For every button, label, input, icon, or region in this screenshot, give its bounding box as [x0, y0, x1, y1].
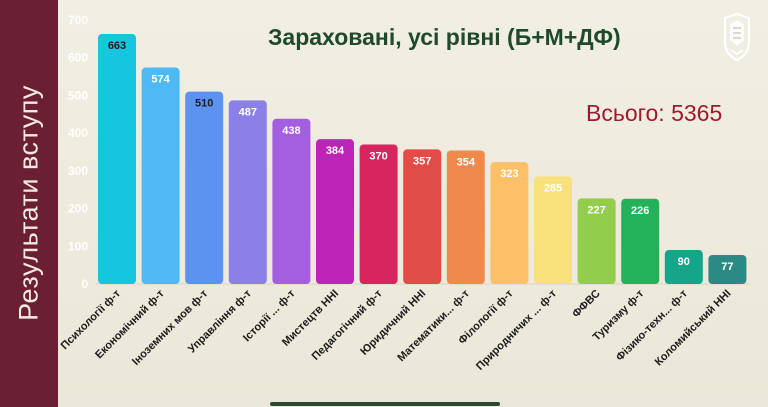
bar-value-label: 438	[282, 125, 300, 137]
bar-value-label: 285	[544, 183, 562, 195]
bar-value-label: 354	[457, 156, 476, 168]
y-tick-label: 300	[68, 164, 88, 178]
x-tick-label: Природничих ... ф-т	[474, 287, 559, 372]
x-tick-label: Іноземних мов ф-т	[130, 287, 211, 368]
bar	[577, 198, 616, 284]
y-tick-label: 400	[68, 126, 88, 140]
bar-value-label: 574	[151, 74, 170, 86]
sidebar-banner: Результати вступу	[0, 0, 58, 407]
bar-value-label: 227	[587, 204, 605, 216]
y-tick-label: 0	[81, 277, 88, 291]
bar	[534, 176, 572, 284]
bar	[98, 33, 136, 284]
y-tick-label: 500	[68, 88, 88, 102]
bar-value-label: 90	[678, 256, 690, 268]
y-tick-label: 100	[68, 239, 88, 253]
bar-value-label: 370	[369, 150, 387, 162]
x-tick-label: Математики... ф-т	[395, 287, 472, 364]
bar	[359, 144, 398, 284]
bar	[316, 139, 354, 284]
bar	[403, 149, 442, 284]
bar-value-label: 384	[326, 145, 345, 157]
bar	[228, 100, 267, 285]
bar-value-label: 487	[239, 106, 257, 118]
total-count: Всього: 5365	[586, 100, 723, 126]
y-tick-label: 700	[68, 13, 88, 27]
bar-value-label: 323	[500, 168, 518, 180]
x-tick-label: ФФВС	[570, 288, 603, 321]
y-tick-label: 200	[68, 202, 88, 216]
bar-value-label: 226	[631, 205, 649, 217]
x-tick-label: Коломийський ННІ	[653, 288, 734, 369]
bar	[708, 254, 747, 284]
bar-value-label: 77	[721, 261, 733, 273]
bar-value-label: 510	[195, 98, 213, 110]
bar	[272, 118, 311, 284]
bar	[141, 67, 180, 285]
y-tick-label: 600	[68, 51, 88, 65]
bar	[664, 250, 703, 284]
bar	[490, 162, 529, 284]
bar-value-label: 663	[108, 40, 126, 52]
university-crest-icon	[723, 12, 751, 62]
x-tick-label: Фізико-техн... ф-т	[614, 287, 690, 363]
bar-value-label: 357	[413, 155, 431, 167]
bar	[621, 198, 660, 284]
progress-bar	[270, 402, 500, 406]
chart-title: Зараховані, усі рівні (Б+М+ДФ)	[268, 24, 621, 50]
bar	[185, 91, 224, 285]
bar	[446, 150, 485, 284]
